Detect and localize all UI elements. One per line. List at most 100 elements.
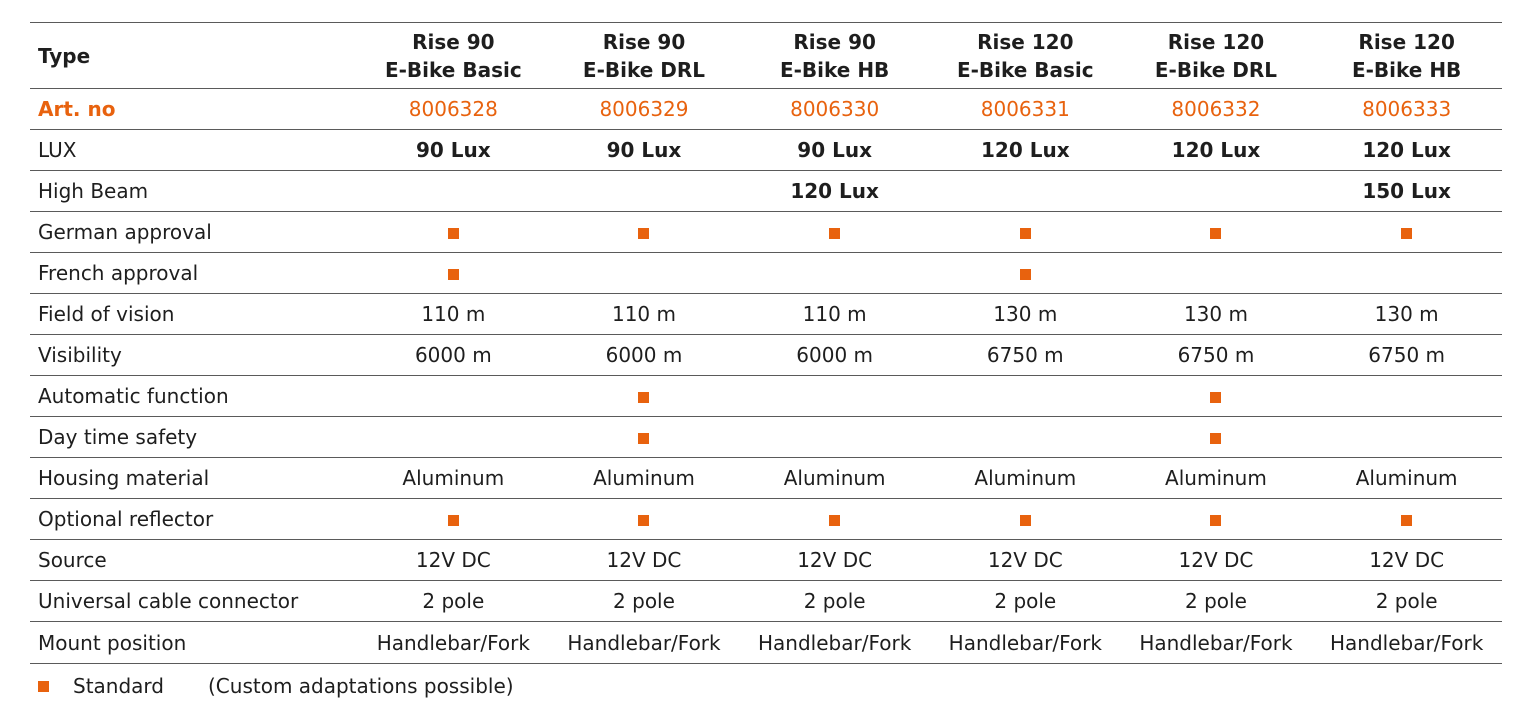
orange-square-icon [1019,228,1031,239]
standard-mark-cell [549,499,740,540]
table-row: Universal cable connector 2 pole 2 pole 2 p… [30,580,1502,622]
orange-square-icon [638,392,650,403]
standard-mark-cell [1121,253,1312,294]
orange-square-icon [38,680,49,692]
table-row: Optional reflector [30,498,1502,540]
standard-mark-cell [1121,417,1312,458]
value-cell: 8006332 [1171,97,1261,121]
standard-mark-cell [930,417,1121,458]
row-label: Visibility [38,343,122,367]
header-type-label: Type [38,43,91,68]
header-model-line: Rise 90 [793,29,876,54]
value-cell: 6750 m [1177,343,1255,367]
header-model-line: Rise 120 [1167,29,1265,54]
value-cell: 12V DC [797,548,873,572]
value-cell: Aluminum [974,466,1077,490]
row-label: German approval [38,220,212,244]
value-cell: 110 m [421,302,486,326]
header-model-line: Rise 120 [1358,29,1455,54]
row-label: Housing material [38,466,210,490]
orange-square-icon [1401,515,1413,526]
standard-mark-cell [930,499,1121,540]
orange-square-icon [1210,228,1222,239]
value-cell: Handlebar/Fork [567,630,721,655]
header-variant-line: E-Bike HB [1351,57,1462,82]
standard-mark-cell [1121,499,1312,540]
orange-square-icon [829,228,841,239]
row-label: Optional reflector [38,507,214,531]
table-header-row: Type Rise 90 E-Bike Basic Rise 90 E-Bike D… [30,22,1502,89]
value-cell [1121,171,1312,212]
header-variant-line: E-Bike Basic [384,57,522,82]
value-cell: Aluminum [402,466,505,490]
value-cell: Aluminum [1165,466,1267,490]
header-model-line: Rise 120 [977,29,1074,54]
standard-mark-cell [739,499,930,540]
value-cell: 8006328 [408,97,498,121]
value-cell: 130 m [1374,302,1439,326]
legend: Standard (Custom adaptations possible) [38,674,514,698]
row-label: Source [38,548,107,572]
header-column: Rise 120 E-Bike HB [1311,23,1502,89]
header-column: Rise 90 E-Bike Basic [358,23,549,89]
value-cell: 12V DC [987,548,1063,572]
orange-square-icon [447,515,459,526]
standard-mark-cell [358,253,549,294]
value-cell: 2 pole [994,589,1057,613]
value-cell: 2 pole [1185,589,1247,613]
value-cell: 6750 m [1368,343,1446,367]
standard-mark-cell [930,212,1121,253]
standard-mark-cell [358,417,549,458]
row-label: Art. no [38,97,116,121]
orange-square-icon [638,433,650,444]
value-cell: 90 Lux [415,138,491,162]
standard-mark-cell [1311,499,1502,540]
value-cell: 8006329 [599,97,689,121]
value-cell: 120 Lux [981,138,1070,162]
standard-mark-cell [549,212,740,253]
standard-mark-cell [549,417,740,458]
orange-square-icon [829,515,841,526]
spec-table-container: Type Rise 90 E-Bike Basic Rise 90 E-Bike D… [30,22,1502,664]
header-column: Rise 90 E-Bike HB [739,23,930,89]
value-cell: 12V DC [1178,548,1254,572]
orange-square-icon [1019,269,1031,280]
value-cell: 120 Lux [1171,138,1261,162]
value-cell: Handlebar/Fork [376,630,530,655]
value-cell: 90 Lux [606,138,682,162]
table-row: Field of vision 110 m 110 m 110 m 130 m 130 m… [30,293,1502,335]
value-cell [358,171,549,212]
standard-mark-cell [1311,376,1502,417]
row-label: Mount position [38,630,187,655]
value-cell: Handlebar/Fork [948,630,1102,655]
value-cell: 12V DC [415,548,491,572]
value-cell: 90 Lux [797,138,872,162]
standard-mark-cell [930,253,1121,294]
orange-square-icon [1401,228,1413,239]
header-model-line: Rise 90 [412,29,495,54]
table-row: Visibility 6000 m 6000 m 6000 m 6750 m 6750 m… [30,334,1502,376]
row-label: French approval [38,261,199,285]
header-column: Rise 120 E-Bike DRL [1121,23,1312,89]
value-cell [930,171,1121,212]
row-label: Field of vision [38,302,175,326]
value-cell: 12V DC [606,548,682,572]
orange-square-icon [447,269,459,280]
orange-square-icon [1210,515,1222,526]
orange-square-icon [638,228,650,239]
value-cell: 110 m [802,302,867,326]
table-row: Source 12V DC 12V DC 12V DC 12V DC 12V DC 12V … [30,539,1502,581]
orange-square-icon [1019,515,1031,526]
standard-mark-cell [358,499,549,540]
standard-mark-cell [1311,212,1502,253]
standard-mark-cell [739,417,930,458]
spec-table-body: Art. no 8006328 8006329 8006330 8006331 80063… [30,88,1502,664]
value-cell: 8006330 [790,97,880,121]
legend-note: (Custom adaptations possible) [208,674,514,698]
table-row: German approval [30,211,1502,253]
row-label: Day time safety [38,425,198,449]
orange-square-icon [447,228,459,239]
value-cell: 6000 m [796,343,874,367]
table-row: Day time safety [30,416,1502,458]
header-variant-line: E-Bike DRL [1154,57,1277,82]
